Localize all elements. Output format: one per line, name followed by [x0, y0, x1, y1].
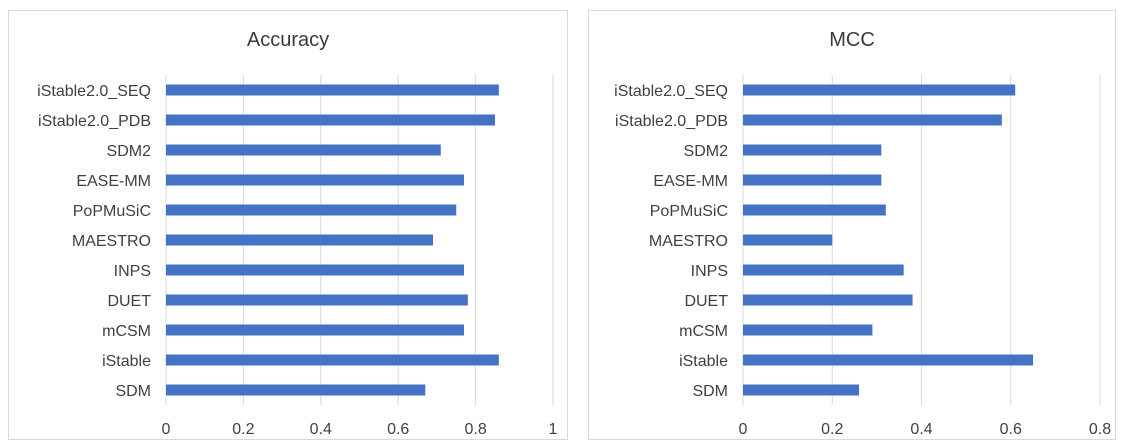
- category-label: MAESTRO: [72, 233, 151, 250]
- bar: [166, 84, 499, 96]
- bar: [166, 354, 499, 366]
- bar: [743, 294, 913, 306]
- x-tick-label: 0: [739, 421, 748, 438]
- category-label: iStable: [102, 353, 151, 370]
- x-tick-label: 0: [162, 421, 171, 438]
- bar: [743, 264, 904, 276]
- bar: [743, 324, 873, 336]
- category-label: SDM2: [684, 143, 729, 160]
- bar: [743, 234, 833, 246]
- chart-title: Accuracy: [246, 29, 330, 51]
- x-tick-label: 0.8: [1089, 421, 1111, 438]
- bar: [743, 174, 882, 186]
- category-label: iStable2.0_SEQ: [37, 83, 151, 100]
- bar: [166, 264, 464, 276]
- category-label: INPS: [691, 263, 728, 280]
- category-label: INPS: [114, 263, 151, 280]
- category-label: mCSM: [102, 323, 151, 340]
- x-tick-label: 0.4: [910, 421, 932, 438]
- bar: [166, 234, 434, 246]
- category-label: MAESTRO: [649, 233, 728, 250]
- x-tick-label: 0.2: [821, 421, 843, 438]
- x-tick-label: 0.4: [310, 421, 332, 438]
- x-tick-label: 0.2: [232, 421, 254, 438]
- category-label: PoPMuSiC: [650, 203, 728, 220]
- bar: [166, 294, 468, 306]
- bar: [743, 84, 1016, 96]
- category-label: SDM2: [107, 143, 152, 160]
- mcc-chart: 0 0.2 0.4 0.6 0.8 iStable2.0_SEQ iStable2.0_PD…: [614, 75, 1111, 438]
- accuracy-chart: 0 0.2 0.4 0.6 0.8 1 iStable2.0_SEQ iStable2.0_P…: [37, 75, 558, 438]
- category-label: iStable2.0_PDB: [38, 113, 151, 130]
- bar: [166, 204, 457, 216]
- bar: [166, 384, 426, 396]
- bar: [166, 114, 495, 126]
- x-tick-label: 1: [549, 421, 558, 438]
- chart-title: MCC: [829, 29, 875, 51]
- accuracy-chart-panel: Accuracy 0 0.2 0.4 0.6 0.8 1 iStable2.0_SEQ iSt…: [8, 10, 568, 440]
- mcc-chart-panel: MCC 0 0.2 0.4 0.6 0.8 iStable2.0_SEQ iStable2.…: [588, 10, 1116, 440]
- bar: [743, 384, 860, 396]
- category-label: DUET: [107, 293, 151, 310]
- bar: [743, 144, 882, 156]
- category-label: iStable2.0_PDB: [615, 113, 728, 130]
- category-label: iStable: [679, 353, 728, 370]
- bar: [166, 324, 464, 336]
- category-label: iStable2.0_SEQ: [614, 83, 728, 100]
- bar: [166, 144, 441, 156]
- x-tick-label: 0.6: [387, 421, 409, 438]
- bar: [166, 174, 464, 186]
- category-label: SDM: [115, 383, 151, 400]
- category-label: EASE-MM: [76, 173, 151, 190]
- bar: [743, 114, 1002, 126]
- category-label: DUET: [684, 293, 728, 310]
- category-label: SDM: [692, 383, 728, 400]
- category-label: EASE-MM: [653, 173, 728, 190]
- bar: [743, 204, 886, 216]
- x-tick-label: 0.8: [464, 421, 486, 438]
- x-tick-label: 0.6: [1000, 421, 1022, 438]
- category-label: PoPMuSiC: [73, 203, 151, 220]
- category-label: mCSM: [679, 323, 728, 340]
- bar: [743, 354, 1034, 366]
